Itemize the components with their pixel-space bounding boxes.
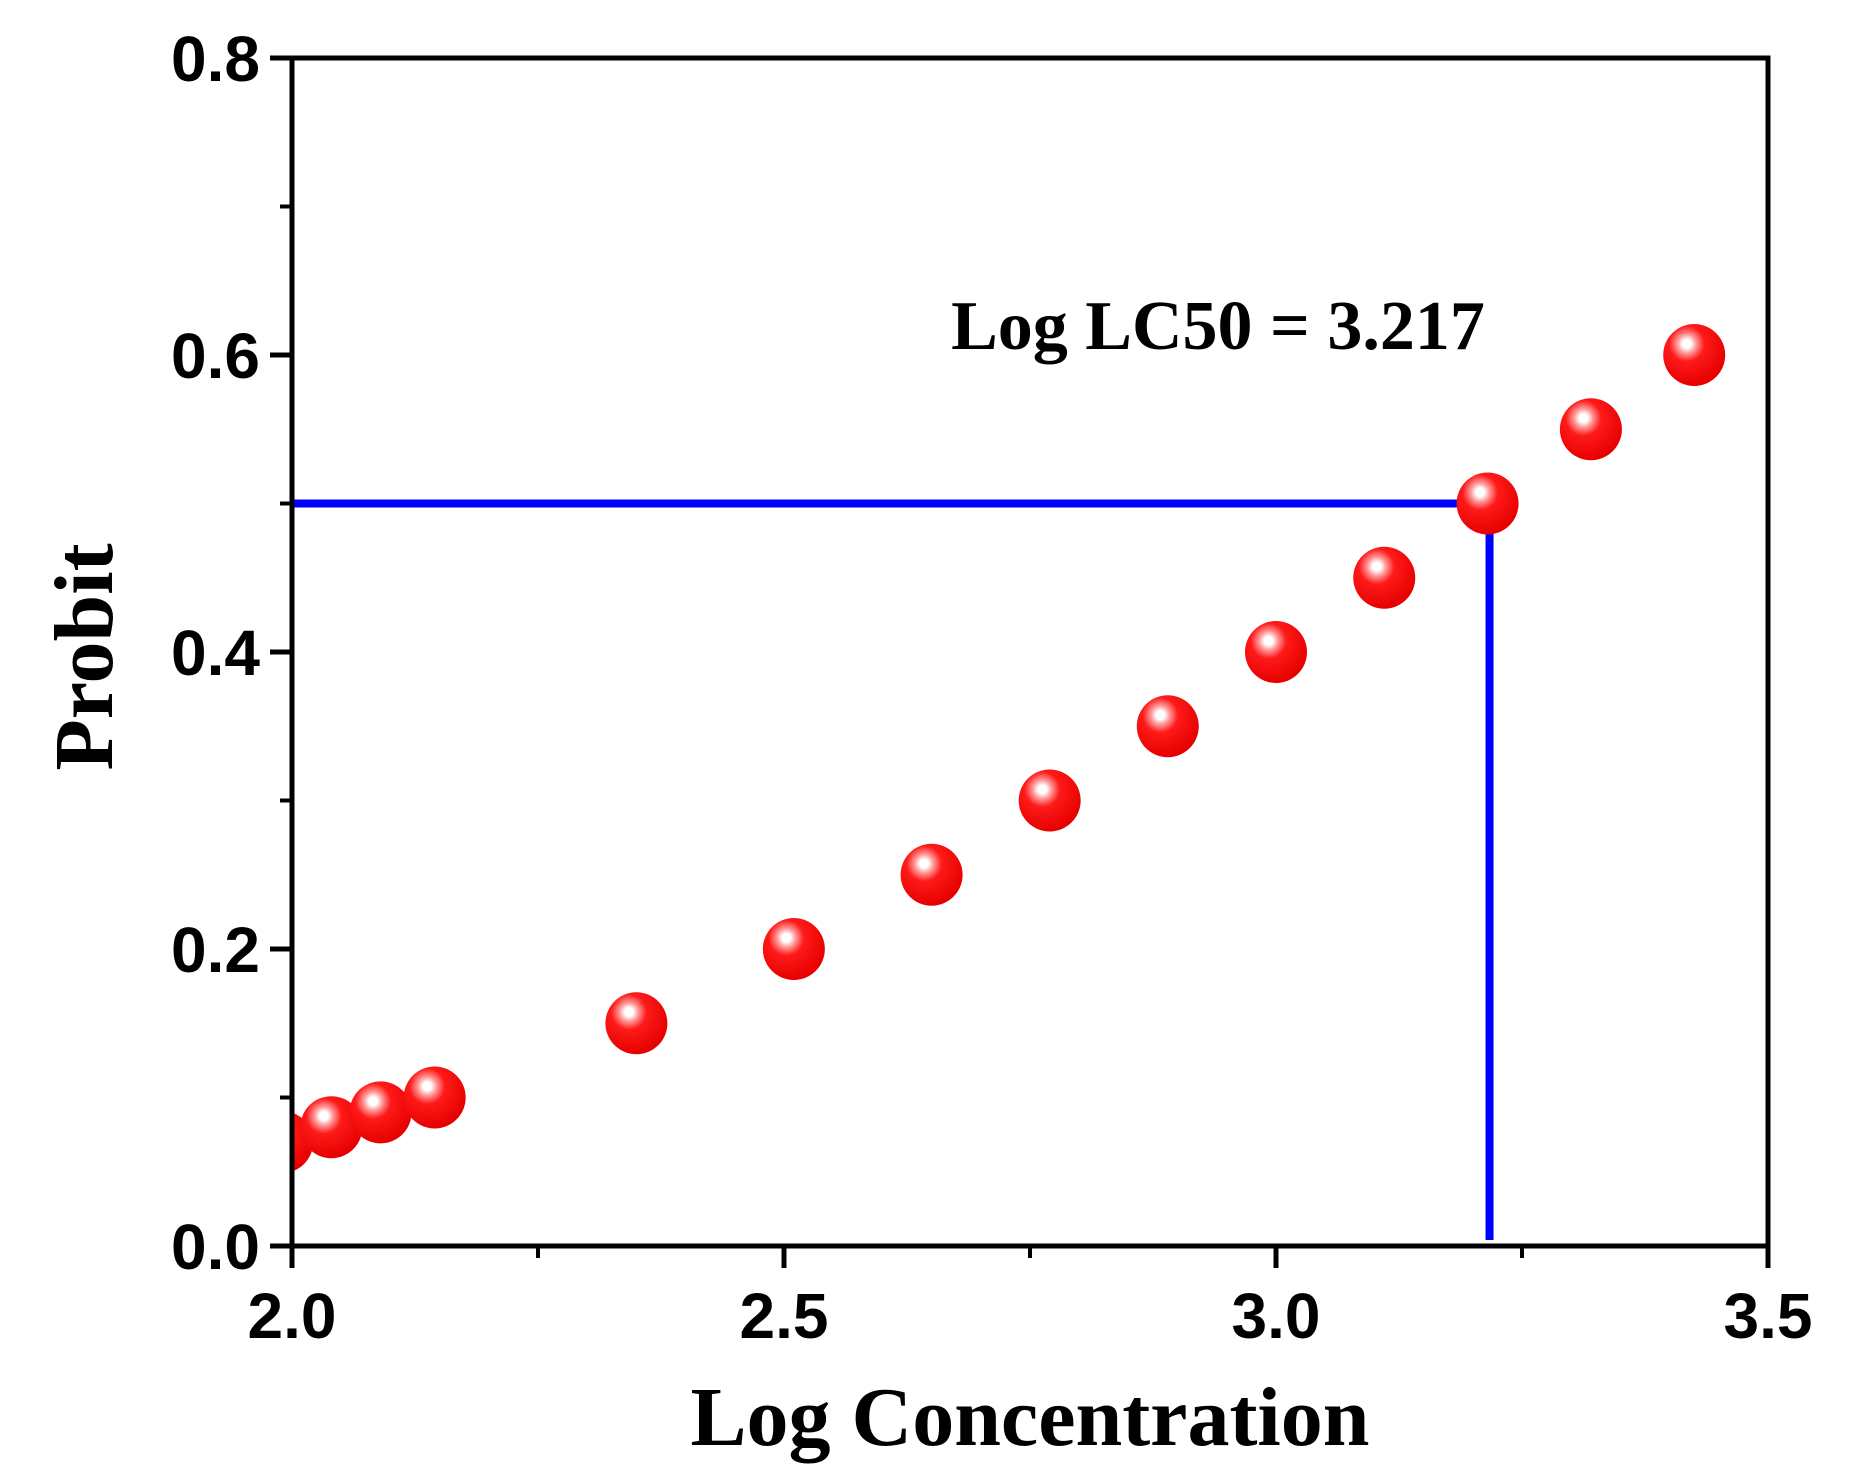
data-point — [300, 1096, 363, 1159]
data-point — [762, 918, 825, 980]
x-axis-title: Log Concentration — [691, 1371, 1370, 1464]
data-points — [292, 324, 1726, 1172]
lc50-annotation: Log LC50 = 3.217 — [951, 288, 1485, 365]
y-axis-title: Probit — [38, 543, 131, 770]
x-tick-label: 3.0 — [1232, 1280, 1321, 1352]
data-point — [1353, 546, 1416, 609]
data-point — [1456, 472, 1519, 535]
data-point — [605, 992, 668, 1055]
data-point — [349, 1081, 412, 1144]
data-point — [1663, 324, 1726, 386]
x-tick-labels: 2.0 2.5 3.0 3.5 — [248, 1280, 1813, 1352]
y-tick-label: 0.8 — [171, 23, 260, 95]
data-point — [1559, 398, 1622, 461]
y-tick-label: 0.6 — [171, 320, 260, 392]
x-tick-label: 2.5 — [740, 1280, 829, 1352]
y-tick-labels: 0.0 0.2 0.4 0.6 0.8 — [171, 23, 260, 1283]
y-tick-label: 0.4 — [171, 617, 260, 689]
plot-frame — [289, 55, 1771, 1249]
y-tick-label: 0.0 — [171, 1211, 260, 1283]
x-tick-label: 3.5 — [1724, 1280, 1813, 1352]
data-point — [403, 1066, 466, 1129]
x-tick-label: 2.0 — [248, 1280, 337, 1352]
data-point — [1136, 695, 1199, 758]
data-point — [1018, 769, 1081, 832]
data-point — [900, 843, 963, 906]
data-point — [1245, 621, 1307, 683]
lc50-reference-lines — [292, 499, 1494, 1240]
y-tick-label: 0.2 — [171, 914, 260, 986]
plot-axes — [270, 55, 1771, 1268]
